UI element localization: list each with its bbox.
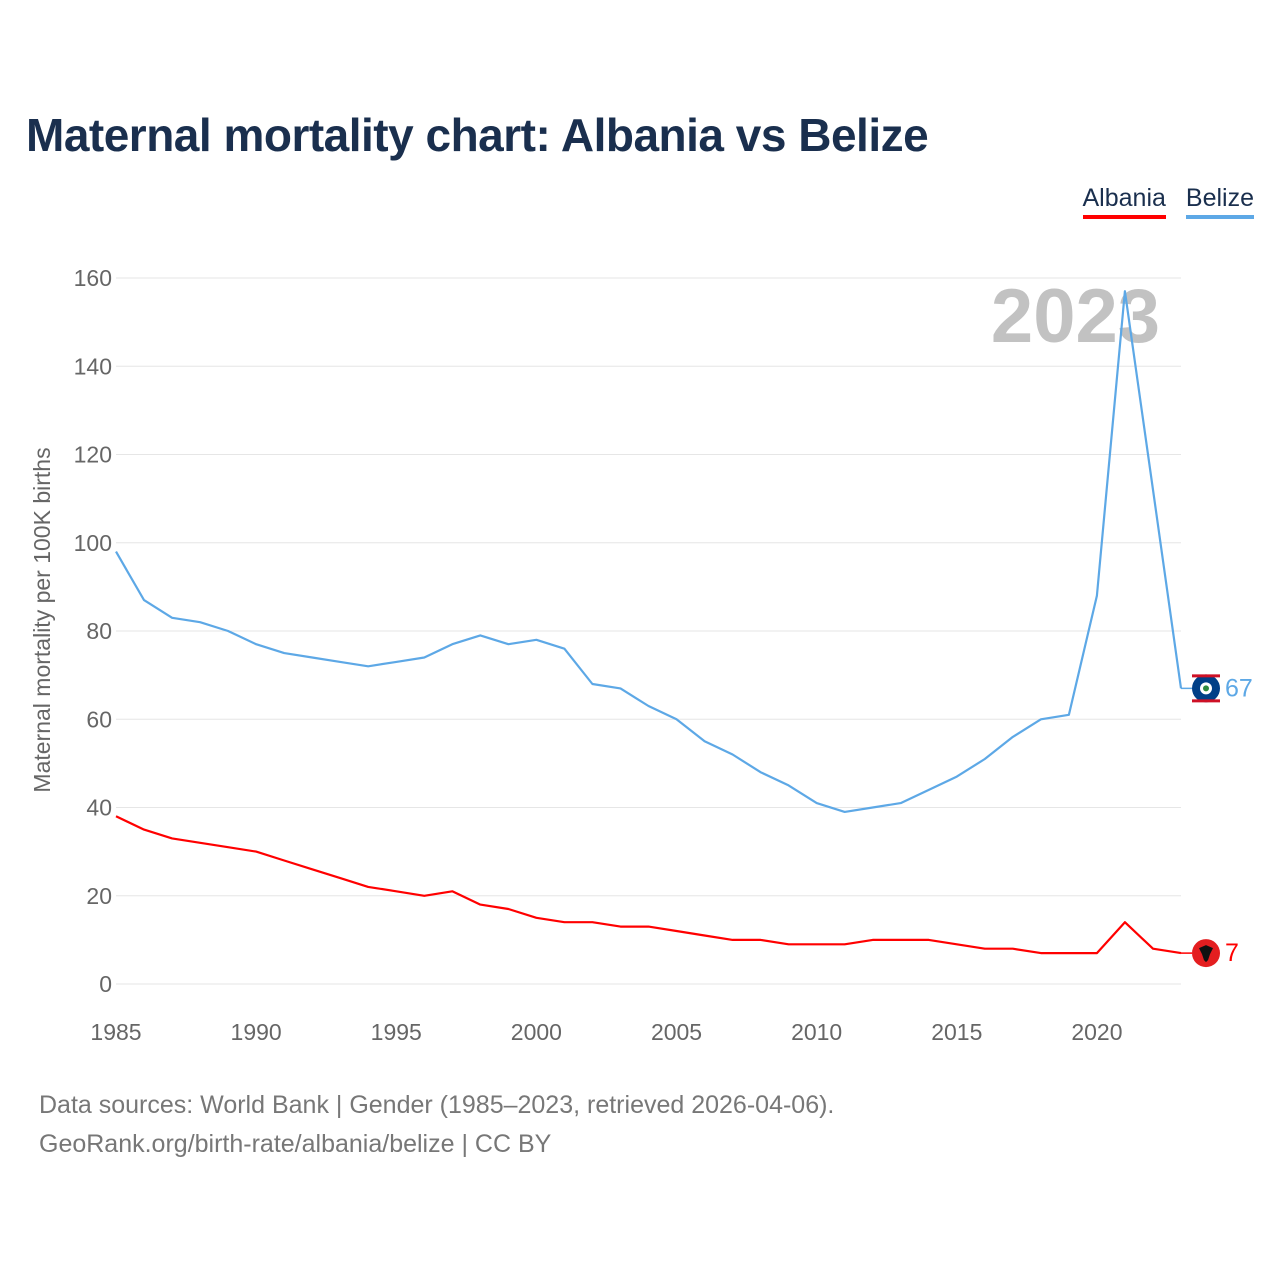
series-lines [115,290,1183,955]
y-axis-label: Maternal mortality per 100K births [29,447,55,792]
source-line-2[interactable]: GeoRank.org/birth-rate/albania/belize | … [39,1130,552,1158]
albania-eagle-icon [1199,945,1213,963]
x-tick-label: 1990 [231,1019,282,1045]
flag-marker-belize[interactable] [1192,674,1220,703]
y-tick-label: 20 [86,883,112,909]
y-tick-label: 100 [74,530,112,556]
y-tick-label: 60 [86,706,112,732]
x-tick-label: 1985 [90,1019,141,1045]
x-tick-label: 2005 [651,1019,702,1045]
y-tick-label: 0 [99,971,112,997]
year-watermark: 2023 [991,274,1160,359]
source-note: Data sources: World Bank | Gender (1985–… [39,1086,834,1164]
belize-flag-stripe-top [1192,674,1220,678]
x-tick-label: 2010 [791,1019,842,1045]
x-tick-label: 2020 [1071,1019,1122,1045]
chart-title: Maternal mortality chart: Albania vs Bel… [26,109,929,161]
end-markers: 67 7 [1181,674,1253,968]
legend-item-belize[interactable]: Belize [1185,184,1254,219]
y-tick-label: 140 [74,353,112,379]
y-tick-label: 40 [86,795,112,821]
belize-flag-emblem-inner [1203,685,1209,692]
y-tick-labels: 0 20 40 60 80 100 120 140 160 [74,265,112,997]
end-value-label-belize: 67 [1225,674,1253,702]
series-line-albania[interactable] [115,815,1182,955]
x-tick-label: 1995 [371,1019,422,1045]
y-tick-label: 80 [86,618,112,644]
y-tick-label: 160 [74,265,112,291]
series-line-belize[interactable] [115,290,1183,814]
y-tick-label: 120 [74,442,112,468]
legend-item-albania[interactable]: Albania [1082,184,1166,219]
end-value-label-albania: 7 [1225,939,1239,967]
x-tick-labels: 1985 1990 1995 2000 2005 2010 2015 2020 [90,1019,1122,1045]
legend: Albania Belize [1082,184,1254,219]
belize-flag-stripe-bottom [1192,699,1220,703]
gridlines [116,277,1181,985]
flag-marker-albania[interactable] [1192,939,1220,968]
x-tick-label: 2015 [931,1019,982,1045]
x-tick-label: 2000 [511,1019,562,1045]
source-line-1: Data sources: World Bank | Gender (1985–… [39,1091,835,1119]
